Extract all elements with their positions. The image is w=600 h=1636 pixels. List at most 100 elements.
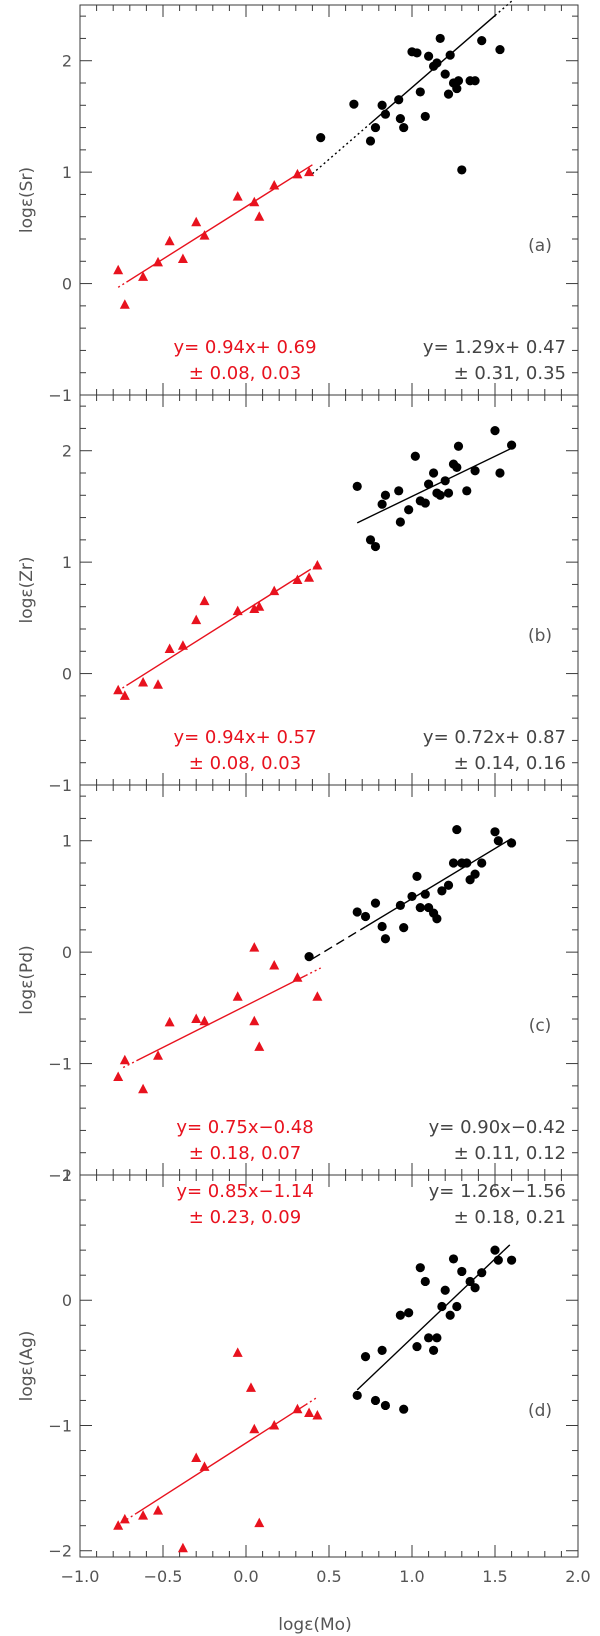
y-axis-label: logε(Sr): [17, 167, 37, 233]
black-circle-point: [424, 1333, 434, 1343]
black-circle-point: [395, 900, 405, 910]
y-tick-label: −1: [48, 1055, 72, 1074]
black-circle-point: [507, 1255, 517, 1265]
red-triangle-point: [245, 1382, 256, 1392]
black-circle-point: [445, 50, 455, 60]
black-circle-point: [470, 1283, 480, 1293]
x-axis-ticks: −1.0 −0.5 0.0 0.5 1.0 1.5 2.0: [61, 1567, 591, 1586]
red-triangle-point: [304, 166, 315, 177]
black-circle-point: [448, 1254, 459, 1264]
black-circle-point: [420, 889, 430, 899]
x-tick-label: −0.5: [144, 1567, 183, 1586]
y-tick-label: 0: [62, 1291, 72, 1310]
black-circle-point: [428, 1345, 439, 1355]
red-triangle-point: [119, 1054, 130, 1065]
x-tick-label: 2.0: [565, 1567, 590, 1586]
panel-b: −1 0 1 2 logε(Zr) (b) y= 0.94x+ 0.57 ± 0.08, 0.…: [17, 394, 579, 795]
red-triangle-point: [138, 1510, 149, 1520]
black-circle-point: [424, 51, 434, 61]
x-tick-label: 1.0: [399, 1567, 424, 1586]
black-circle-point: [470, 869, 480, 879]
red-fit-equation: y= 0.94x+ 0.69: [173, 337, 316, 358]
black-circle-point: [453, 441, 464, 451]
black-circle-point: [452, 824, 462, 835]
y-tick-label: 0: [62, 943, 72, 962]
red-triangle-point: [254, 211, 265, 221]
red-triangle-point: [292, 1403, 303, 1414]
black-circle-point: [437, 886, 447, 896]
black-circle-point: [412, 48, 422, 58]
red-fit-line: [126, 569, 310, 687]
y-axis-label: logε(Ag): [17, 1331, 37, 1402]
black-circle-point: [462, 858, 472, 868]
red-fit-line: [136, 974, 307, 1062]
red-triangle-point: [119, 1513, 130, 1524]
x-tick-label: −1.0: [61, 1567, 100, 1586]
red-triangle-point: [177, 640, 188, 650]
black-circle-point: [352, 1390, 362, 1401]
black-circle-point: [452, 1301, 462, 1312]
black-circle-point: [377, 499, 387, 509]
black-circle-point: [470, 466, 480, 476]
red-triangle-point: [249, 942, 260, 952]
black-circle-point: [453, 76, 464, 86]
black-fit-extension: [312, 926, 366, 960]
black-circle-point: [412, 871, 422, 881]
black-circle-point: [440, 1285, 450, 1295]
black-circle-point: [432, 1333, 442, 1343]
red-triangle-point: [232, 191, 243, 201]
black-circle-point: [407, 891, 417, 902]
black-circle-point: [437, 1301, 447, 1312]
black-circle-point: [495, 44, 505, 55]
black-circle-point: [399, 923, 409, 933]
red-triangle-point: [164, 235, 175, 246]
red-fit-extension: [305, 967, 322, 977]
black-circle-point: [493, 836, 503, 846]
black-fit-extension: [311, 122, 371, 175]
black-circle-point: [443, 880, 454, 890]
black-fit-errors: ± 0.31, 0.35: [454, 363, 566, 384]
black-circle-point: [507, 838, 517, 848]
red-triangle-point: [138, 1083, 149, 1094]
black-circle-point: [415, 902, 425, 913]
red-triangle-point: [199, 1015, 210, 1026]
black-circle-point: [415, 1263, 425, 1273]
black-circle-point: [470, 76, 480, 86]
black-circle-point: [507, 440, 517, 450]
black-fit-equation: y= 1.29x+ 0.47: [423, 337, 566, 358]
black-fit-errors: ± 0.18, 0.21: [454, 1207, 566, 1228]
black-circle-point: [377, 1345, 387, 1355]
red-triangle-point: [199, 1461, 210, 1471]
red-triangle-point: [153, 1505, 164, 1515]
panel-label: (c): [529, 1016, 552, 1036]
red-triangle-point: [199, 230, 210, 240]
black-circle-point: [370, 122, 381, 133]
black-circle-point: [443, 488, 454, 498]
red-triangle-point: [312, 991, 323, 1001]
black-circle-point: [370, 898, 381, 908]
red-triangle-point: [312, 1409, 323, 1420]
panel-label: (d): [528, 1401, 552, 1421]
black-circle-point: [457, 165, 467, 175]
black-circle-point: [365, 136, 376, 146]
red-fit-errors: ± 0.23, 0.09: [189, 1207, 301, 1228]
red-fit-errors: ± 0.08, 0.03: [189, 363, 301, 384]
black-fit-errors: ± 0.11, 0.12: [454, 1143, 566, 1164]
black-circle-point: [440, 476, 450, 486]
red-triangle-point: [164, 643, 175, 654]
red-triangle-point: [269, 960, 280, 970]
red-triangle-point: [304, 572, 315, 582]
y-tick-label: −1: [48, 1416, 72, 1435]
red-triangle-point: [254, 1041, 265, 1051]
black-circle-point: [304, 952, 314, 962]
red-triangle-point: [254, 1517, 265, 1528]
red-triangle-point: [119, 299, 130, 309]
black-circle-point: [477, 36, 487, 46]
red-triangle-point: [153, 1050, 164, 1060]
red-triangle-point: [113, 1071, 124, 1081]
y-tick-label: −2: [48, 1542, 72, 1561]
x-axis-label: logε(Mo): [278, 1615, 351, 1635]
black-circle-point: [395, 1310, 405, 1320]
black-circle-point: [432, 58, 442, 68]
